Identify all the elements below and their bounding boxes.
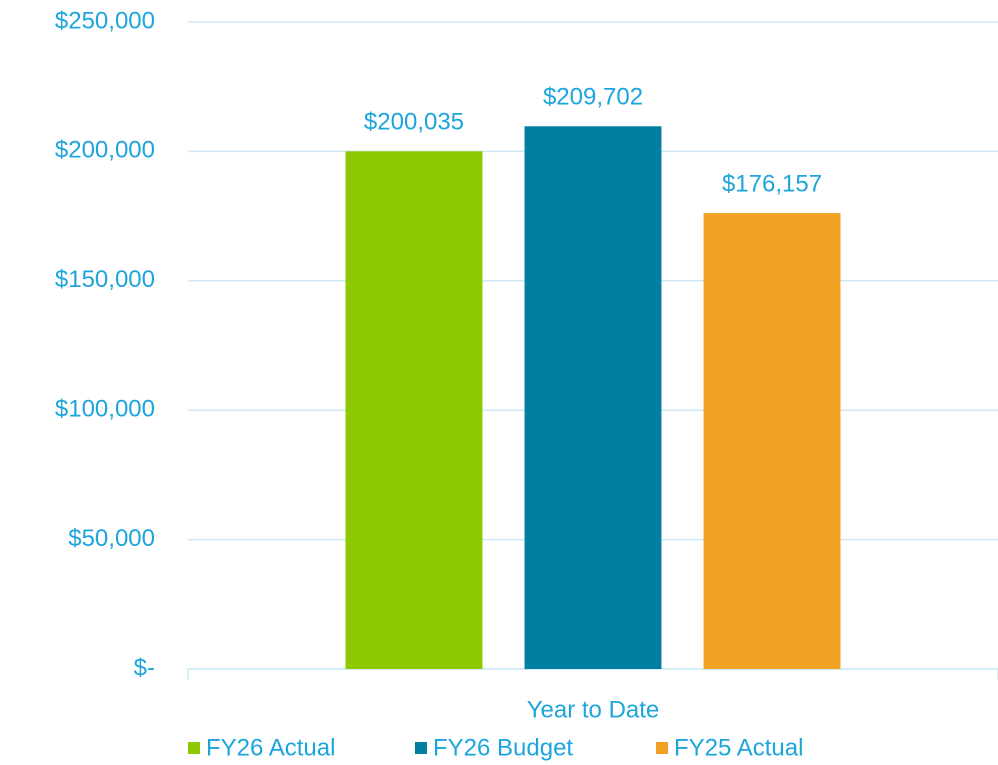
legend-label: FY26 Actual [206,734,335,761]
value-label: $200,035 [364,109,464,136]
value-label: $176,157 [722,170,822,197]
y-tick-label: $50,000 [68,525,155,552]
y-tick-label: $150,000 [55,266,155,293]
x-tick-label: Year to Date [527,696,660,723]
y-tick-label: $200,000 [55,137,155,164]
y-tick-label: $100,000 [55,396,155,423]
legend-swatch [415,742,427,754]
bar [345,151,483,669]
y-tick-label: $250,000 [55,7,155,34]
y-tick-label: $- [134,654,155,681]
bar [703,213,841,669]
legend-swatch [188,742,200,754]
legend-label: FY25 Actual [674,734,803,761]
bar [524,126,662,670]
legend-swatch [656,742,668,754]
value-label: $209,702 [543,84,643,111]
legend-label: FY26 Budget [433,734,573,761]
